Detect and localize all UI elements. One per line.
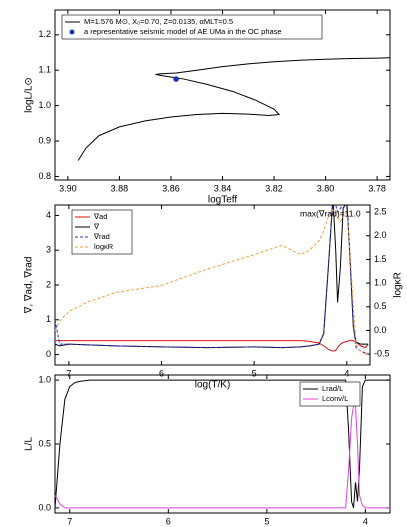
plot-frame	[54, 204, 371, 366]
y-tick-label: 1.2	[38, 29, 51, 39]
plot-frame	[54, 9, 391, 181]
y-tick-label: 0.9	[38, 135, 51, 145]
x-tick-label: 4	[344, 368, 349, 378]
data-point	[173, 76, 179, 82]
y2-tick-label: 2.5	[374, 206, 387, 216]
y-tick-label: 0.5	[38, 438, 51, 448]
y2-tick-label: 0.5	[374, 301, 387, 311]
x-tick-label: 3.80	[317, 183, 335, 193]
legend-label: ∇	[93, 222, 100, 231]
y-axis-label: ∇, ∇ad, ∇rad	[24, 257, 35, 315]
x-tick-label: 7	[66, 368, 71, 378]
legend-label: logκR	[94, 242, 114, 251]
x-tick-label: 3.78	[368, 183, 386, 193]
y2-tick-label: 2.0	[374, 230, 387, 240]
y2-tick-label: -0.5	[374, 348, 390, 358]
y-tick-label: 0.8	[38, 171, 51, 181]
data-line	[55, 208, 369, 355]
y-axis-label: L/L	[24, 437, 35, 451]
y2-tick-label: 0.0	[374, 325, 387, 335]
y-tick-label: 0	[46, 349, 51, 359]
y-tick-label: 1.0	[38, 374, 51, 384]
data-line	[55, 405, 390, 509]
legend-label: M=1.576 M⊙, X₀=0.70, Z=0.0135, αMLT=0.5	[84, 17, 233, 26]
x-tick-label: 7	[67, 516, 72, 526]
x-tick-label: 5	[252, 368, 257, 378]
data-line	[77, 57, 390, 161]
x-tick-label: 5	[264, 516, 269, 526]
legend-label: a representative seismic model of AE UMa…	[84, 27, 282, 36]
x-tick-label: 6	[166, 516, 171, 526]
x-tick-label: 3.86	[162, 183, 180, 193]
y-tick-label: 3	[46, 245, 51, 255]
x-tick-label: 3.82	[265, 183, 283, 193]
data-line	[55, 340, 369, 352]
x-axis-label: log(T/K)	[195, 380, 231, 391]
y-tick-label: 1.0	[38, 100, 51, 110]
legend-box	[299, 381, 361, 407]
x-tick-label: 6	[159, 368, 164, 378]
y-axis-label: logL/L⊙	[24, 77, 35, 113]
x-axis-label: logTeff	[208, 195, 238, 206]
y-tick-label: 1	[46, 314, 51, 324]
y-tick-label: 2	[46, 279, 51, 289]
legend-label: Lrad/L	[322, 384, 343, 393]
y-tick-label: 1.1	[38, 65, 51, 75]
plot-frame	[54, 374, 391, 514]
y2-tick-label: 1.5	[374, 254, 387, 264]
x-tick-label: 3.88	[111, 183, 129, 193]
x-tick-label: 3.90	[59, 183, 77, 193]
legend-box	[61, 14, 323, 40]
legend-label: Lconv/L	[322, 394, 348, 403]
x-tick-label: 3.84	[214, 183, 232, 193]
y2-axis-label: logκR	[393, 272, 404, 298]
annotation: max(∇rad)=11.0	[300, 208, 361, 218]
y-tick-label: 4	[46, 210, 51, 220]
y-tick-label: 0.0	[38, 502, 51, 512]
y2-tick-label: 1.0	[374, 277, 387, 287]
legend-marker	[69, 29, 75, 35]
legend-label: ∇ad	[93, 212, 107, 221]
data-line	[55, 205, 369, 349]
legend-label: ∇rad	[93, 232, 110, 241]
x-tick-label: 4	[363, 516, 368, 526]
